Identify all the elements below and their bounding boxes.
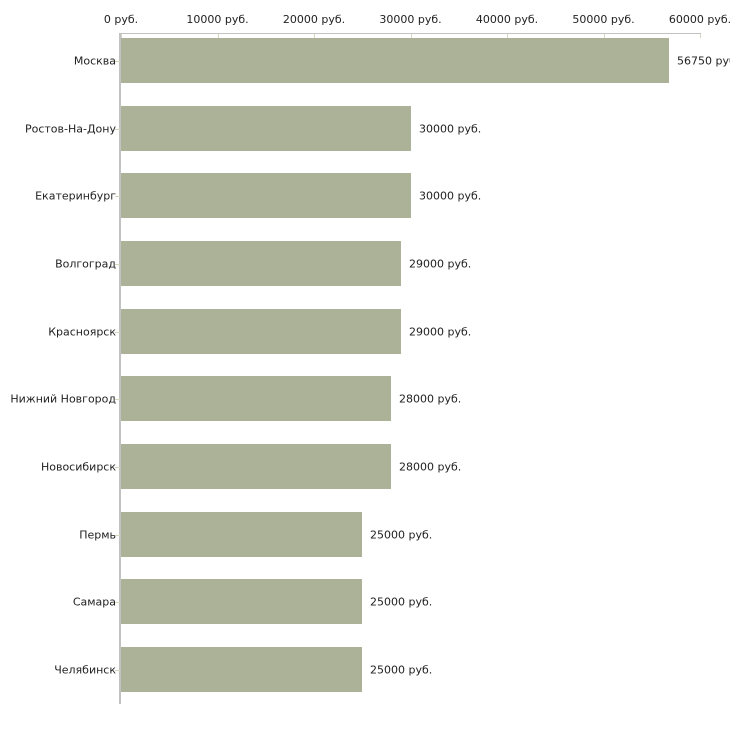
- category-label: Новосибирск: [40, 460, 116, 473]
- x-axis-tick: [410, 34, 412, 38]
- category-label: Волгоград: [55, 257, 116, 270]
- bar-value-label: 25000 руб.: [370, 528, 433, 541]
- bar: [121, 512, 362, 557]
- bar-value-label: 30000 руб.: [419, 189, 482, 202]
- x-axis-tick-label: 20000 руб.: [282, 13, 346, 26]
- bar-value-label: 29000 руб.: [409, 325, 472, 338]
- bar-value-label: 30000 руб.: [419, 122, 482, 135]
- category-tick: [115, 61, 120, 62]
- x-axis-tick: [507, 34, 508, 38]
- bar: [121, 444, 391, 489]
- bar-value-label: 29000 руб.: [409, 257, 472, 270]
- bar-value-label: 28000 руб.: [399, 460, 462, 473]
- x-axis-tick: [603, 34, 605, 38]
- bar-value-label: 25000 руб.: [370, 595, 433, 608]
- category-label: Екатеринбург: [35, 189, 116, 202]
- bar-value-label: 25000 руб.: [370, 663, 433, 676]
- category-label: Ростов-На-Дону: [24, 122, 116, 135]
- x-axis-tick-label: 30000 руб.: [379, 13, 442, 26]
- bar: [121, 241, 401, 286]
- category-label: Красноярск: [48, 325, 116, 338]
- x-axis-tick-label: 60000 руб.: [668, 13, 730, 26]
- y-axis-line: [119, 33, 121, 704]
- x-axis-tick: [121, 34, 122, 38]
- bar: [121, 173, 411, 218]
- x-axis-tick: [314, 34, 315, 38]
- bar: [121, 376, 391, 421]
- bar: [121, 579, 362, 624]
- category-tick: [115, 129, 120, 130]
- bar-value-label: 56750 руб.: [677, 54, 730, 67]
- category-label: Пермь: [79, 528, 116, 541]
- x-axis-tick-label: 0 руб.: [103, 13, 139, 26]
- x-axis-tick: [217, 34, 219, 38]
- bar: [121, 309, 401, 354]
- category-label: Москва: [73, 54, 116, 67]
- category-label: Челябинск: [54, 663, 116, 676]
- category-tick: [115, 670, 120, 671]
- bar-value-label: 28000 руб.: [399, 392, 462, 405]
- x-axis-line: [119, 33, 701, 34]
- category-tick: [115, 196, 120, 197]
- bar: [121, 38, 669, 83]
- category-tick: [115, 535, 120, 536]
- x-axis-tick-label: 40000 руб.: [475, 13, 539, 26]
- category-label: Самара: [72, 595, 116, 608]
- x-axis-tick-label: 10000 руб.: [186, 13, 249, 26]
- bar: [121, 647, 362, 692]
- x-axis-tick-label: 50000 руб.: [572, 13, 635, 26]
- x-axis-tick: [700, 34, 701, 38]
- category-tick: [115, 467, 120, 468]
- category-tick: [115, 264, 120, 265]
- bar: [121, 106, 411, 151]
- category-tick: [115, 399, 120, 400]
- category-tick: [115, 332, 120, 333]
- category-tick: [115, 602, 120, 603]
- category-label: Нижний Новгород: [10, 392, 116, 405]
